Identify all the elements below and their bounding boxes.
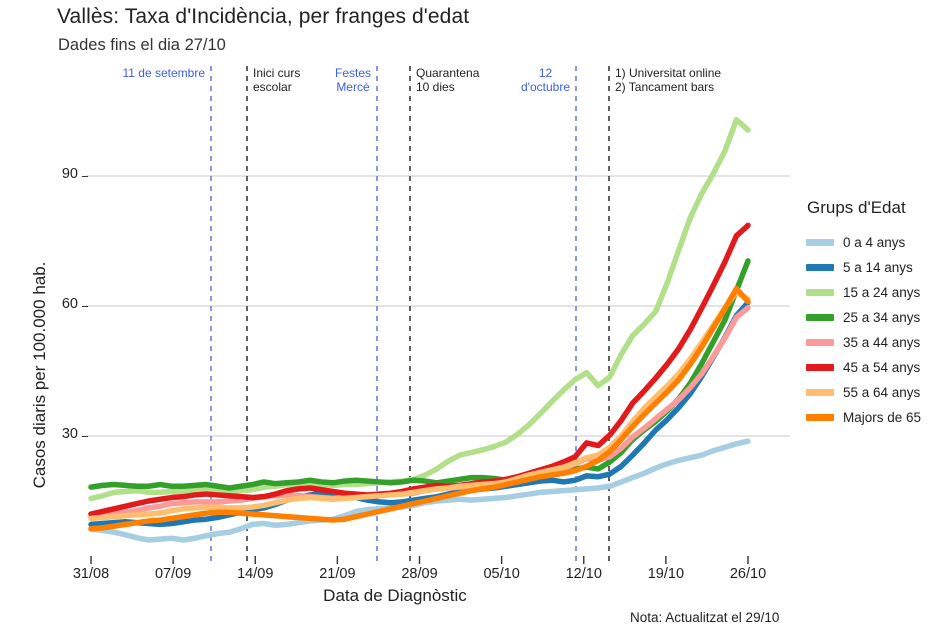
series-line-15-a-24-anys bbox=[88, 116, 751, 502]
legend-label: 0 a 4 anys bbox=[843, 235, 906, 250]
ann-quarantena: Quarantena 10 dies bbox=[416, 66, 479, 94]
series-line-45-a-54-anys bbox=[88, 222, 751, 517]
legend-item-35-a-44-anys[interactable]: 35 a 44 anys bbox=[806, 330, 931, 355]
x-tick-label: 26/10 bbox=[729, 566, 767, 582]
y-tick-label: 90 bbox=[61, 166, 78, 182]
x-tick-label: 21/09 bbox=[319, 566, 356, 582]
legend-swatch bbox=[806, 314, 834, 321]
annotation-text-line: 12 bbox=[538, 66, 553, 80]
annotation-text-line: 10 dies bbox=[416, 80, 455, 94]
legend-item-15-a-24-anys[interactable]: 15 a 24 anys bbox=[806, 280, 931, 305]
x-tick-label: 14/09 bbox=[237, 566, 274, 582]
series-line-55-a-64-anys bbox=[88, 289, 751, 522]
annotation-text-line: Quarantena bbox=[416, 66, 480, 80]
series-lines bbox=[88, 116, 751, 543]
y-axis-label: Casos diaris per 100.000 hab. bbox=[30, 261, 49, 489]
legend-items: 0 a 4 anys 5 a 14 anys 15 a 24 anys 25 a 34… bbox=[806, 230, 931, 430]
x-tick-label: 28/09 bbox=[401, 566, 438, 582]
x-tick-label: 12/10 bbox=[565, 566, 602, 582]
annotation-text-line: Mercè bbox=[336, 80, 370, 94]
legend-label: 25 a 34 anys bbox=[843, 310, 921, 325]
x-tick-label: 07/09 bbox=[154, 566, 192, 582]
legend-label: 35 a 44 anys bbox=[843, 335, 921, 350]
legend-label: 55 a 64 anys bbox=[843, 385, 921, 400]
legend-swatch bbox=[806, 289, 834, 296]
x-tick-label: 05/10 bbox=[483, 566, 520, 582]
gridlines bbox=[86, 175, 790, 437]
y-tick-label: 30 bbox=[61, 426, 78, 442]
legend-swatch bbox=[806, 389, 834, 396]
series-line-25-a-34-anys bbox=[88, 258, 751, 491]
legend-item-55-a-64-anys[interactable]: 55 a 64 anys bbox=[806, 380, 931, 405]
page-subtitle: Dades fins el dia 27/10 bbox=[58, 36, 226, 54]
legend: Grups d'Edat 0 a 4 anys 5 a 14 anys 15 a 2… bbox=[806, 198, 931, 430]
x-axis-label: Data de Diagnòstic bbox=[323, 586, 467, 605]
legend-item-25-a-34-anys[interactable]: 25 a 34 anys bbox=[806, 305, 931, 330]
annotation-text-line: escolar bbox=[253, 80, 292, 94]
legend-swatch bbox=[806, 239, 834, 246]
ann-festes-merce: Festes Mercè bbox=[335, 66, 371, 94]
legend-item-0-a-4-anys[interactable]: 0 a 4 anys bbox=[806, 230, 931, 255]
annotation-text-line: 11 de setembre bbox=[122, 66, 206, 80]
annotation-text-line: 2) Tancament bars bbox=[615, 80, 715, 94]
legend-label: 15 a 24 anys bbox=[843, 285, 921, 300]
page-title: Vallès: Taxa d'Incidència, per franges d… bbox=[57, 5, 470, 28]
legend-label: 5 a 14 anys bbox=[843, 260, 913, 275]
y-tick-mark bbox=[82, 176, 88, 177]
legend-swatch bbox=[806, 364, 834, 371]
annotation-text-line: d'octubre bbox=[521, 80, 570, 94]
annotation-text-line: Festes bbox=[334, 66, 371, 80]
y-tick-label: 60 bbox=[61, 296, 78, 312]
legend-item-5-a-14-anys[interactable]: 5 a 14 anys bbox=[806, 255, 931, 280]
series-line-5-a-14-anys bbox=[88, 299, 751, 528]
legend-item-45-a-54-anys[interactable]: 45 a 54 anys bbox=[806, 355, 931, 380]
y-tick-mark bbox=[82, 436, 88, 437]
y-tick-mark bbox=[82, 306, 88, 307]
ann-inici-curs: Inici curs escolar bbox=[253, 66, 300, 94]
legend-swatch bbox=[806, 339, 834, 346]
legend-title: Grups d'Edat bbox=[807, 198, 906, 217]
ann-12-octubre: 12 d'octubre bbox=[521, 66, 570, 94]
x-tick-label: 19/10 bbox=[647, 566, 685, 582]
series-line-majors-de-65 bbox=[88, 285, 751, 532]
legend-swatch bbox=[806, 414, 834, 421]
legend-swatch bbox=[806, 264, 834, 271]
ann-11-setembre: 11 de setembre bbox=[123, 66, 206, 80]
ann-universitat: 1) Universitat online 2) Tancament bars bbox=[615, 66, 721, 94]
annotation-text-line: Inici curs bbox=[253, 66, 301, 80]
event-marker-lines bbox=[210, 66, 610, 566]
legend-item-majors-de-65[interactable]: Majors de 65 bbox=[806, 405, 931, 430]
footer-note: Nota: Actualitzat el 29/10 bbox=[630, 610, 780, 625]
x-tick-label: 31/08 bbox=[72, 566, 110, 582]
annotation-text-line: 1) Universitat online bbox=[615, 66, 722, 80]
legend-label: 45 a 54 anys bbox=[843, 360, 921, 375]
axis-tick-marks bbox=[90, 556, 749, 564]
legend-label: Majors de 65 bbox=[843, 410, 922, 425]
